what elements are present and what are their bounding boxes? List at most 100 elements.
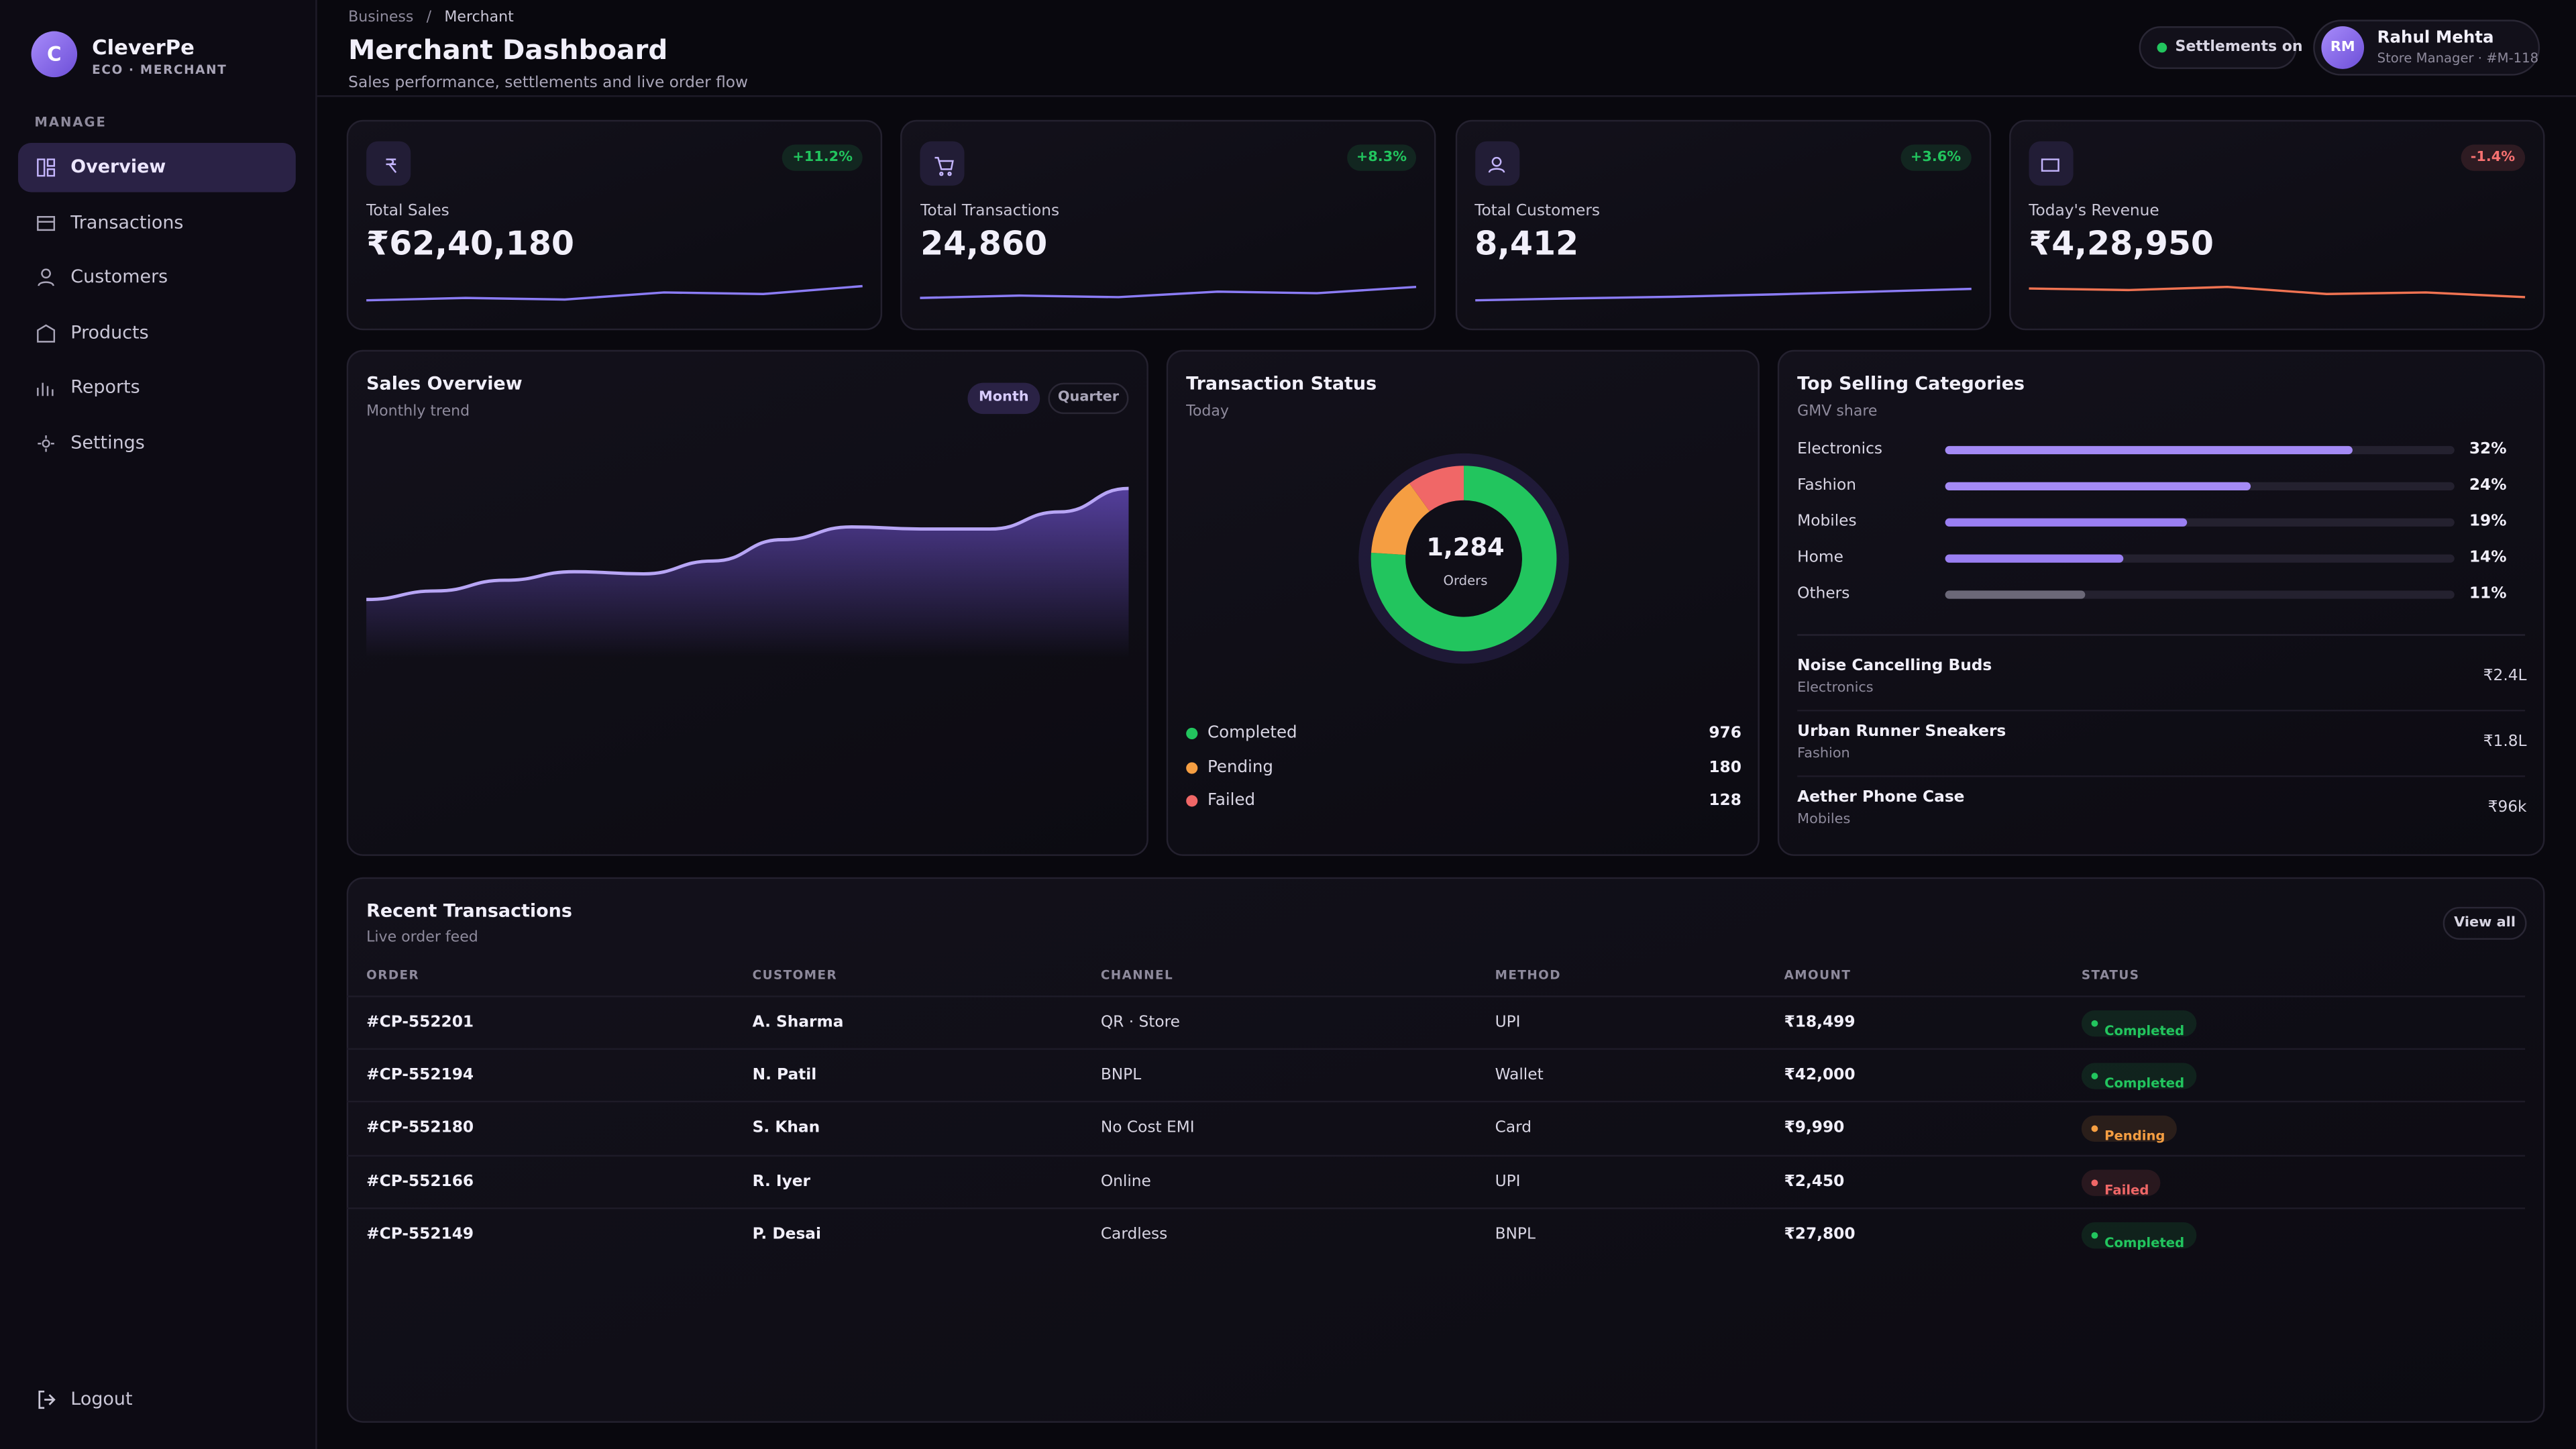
card-subtitle: Today <box>1186 404 1229 421</box>
legend-value: 976 <box>1709 724 1741 743</box>
kpi-card: +11.2% Total Sales ₹62,40,180 <box>346 119 883 331</box>
view-all-button[interactable]: View all <box>2443 906 2527 940</box>
area-fill <box>366 488 1129 657</box>
product-value: ₹96k <box>2487 798 2527 817</box>
icon-shape <box>37 323 56 342</box>
bar <box>1945 482 2251 491</box>
card-subtitle: Monthly trend <box>366 404 470 421</box>
donut-segment <box>1409 466 1464 512</box>
nav-icon <box>37 158 56 177</box>
breadcrumb: Business / Merchant <box>348 10 514 26</box>
sidebar: C CleverPe ECO · MERCHANT MANAGE Overvie… <box>0 0 317 1449</box>
status-badge: Completed <box>2081 1222 2196 1250</box>
cell: #CP-552201 <box>366 1014 474 1032</box>
nav-item[interactable]: Overview <box>17 143 296 193</box>
cell: No Cost EMI <box>1100 1119 1195 1138</box>
page-subtitle: Sales performance, settlements and live … <box>348 74 749 93</box>
legend-dot <box>1186 795 1198 807</box>
legend-dot <box>1186 761 1198 773</box>
settlement-status[interactable]: Settlements on <box>2139 26 2303 69</box>
logo: C <box>31 31 78 78</box>
donut-chart <box>1358 453 1569 664</box>
sparkline <box>920 285 1417 299</box>
user-menu[interactable]: RM Rahul Mehta Store Manager · #M-118 <box>2313 19 2540 76</box>
icon <box>934 156 954 175</box>
row-divider <box>346 1154 2526 1157</box>
categories-card: Top Selling Categories GMV share <box>1777 350 2545 856</box>
legend-label: Pending <box>1208 758 1273 777</box>
product-value: ₹2.4L <box>2483 667 2527 686</box>
nav-item[interactable]: Reports <box>18 363 296 412</box>
icon-shape <box>2041 158 2060 171</box>
legend-value: 128 <box>1709 792 1741 810</box>
donut-segment <box>1371 483 1430 555</box>
icon <box>1489 156 1505 172</box>
sparkline <box>366 284 863 302</box>
bar <box>1945 554 2124 563</box>
column-header: CUSTOMER <box>752 967 838 983</box>
cell: #CP-552194 <box>366 1066 474 1085</box>
donut-segment <box>1371 466 1557 652</box>
cell: N. Patil <box>752 1066 817 1085</box>
cell: R. Iyer <box>752 1172 810 1191</box>
logout-label: Logout <box>70 1388 133 1410</box>
icon-shape <box>1489 156 1505 172</box>
card-title: Transaction Status <box>1186 372 1377 394</box>
kpi-value: ₹4,28,950 <box>2029 223 2214 263</box>
category-bars <box>1945 445 2455 599</box>
logout-icon <box>38 1390 56 1409</box>
nav-label: Reports <box>70 376 140 398</box>
transactions-card: Recent Transactions Live order feed View… <box>346 877 2545 1423</box>
product-category: Electronics <box>1797 680 1874 697</box>
status-text: Completed <box>2104 1076 2185 1091</box>
nav-label: Products <box>70 321 149 343</box>
status-badge: Completed <box>2081 1010 2196 1038</box>
nav-item[interactable]: Settings <box>18 418 296 467</box>
bar-value-label: 32% <box>2469 440 2507 459</box>
logout[interactable]: Logout <box>18 1375 296 1424</box>
kpi-label: Today's Revenue <box>2029 202 2159 221</box>
sparkline-line <box>2029 285 2525 299</box>
toggle-active[interactable]: Month <box>967 382 1040 415</box>
divider <box>1797 775 2526 777</box>
donut-total-label: Orders <box>1443 573 1488 588</box>
toggle[interactable]: Quarter <box>1048 382 1129 415</box>
category-label: Home <box>1797 548 1843 567</box>
page-title: Merchant Dashboard <box>348 34 668 66</box>
status-card: Transaction Status Today 1,284 Orders <box>1166 350 1760 856</box>
cell: Online <box>1100 1172 1151 1191</box>
status-dot <box>2091 1126 2098 1133</box>
status-text: Pending <box>2104 1129 2165 1144</box>
crumb[interactable]: Business <box>348 9 414 27</box>
icon-shape <box>934 156 954 175</box>
cell: S. Khan <box>752 1119 820 1138</box>
kpi-icon <box>2029 141 2074 186</box>
cell: BNPL <box>1495 1225 1536 1244</box>
kpi-value: ₹62,40,180 <box>366 223 574 263</box>
nav-icon <box>38 434 54 451</box>
cell: Card <box>1495 1119 1532 1138</box>
kpi-label: Total Transactions <box>920 202 1060 221</box>
kpi-value: 24,860 <box>920 223 1048 263</box>
kpi-card: +8.3% Total Transactions 24,860 <box>900 119 1437 331</box>
area-line <box>366 486 1129 602</box>
card-subtitle: GMV share <box>1797 404 1878 421</box>
card-subtitle: Live order feed <box>366 930 478 947</box>
row-divider <box>346 1207 2526 1209</box>
nav-item[interactable]: Customers <box>18 253 296 302</box>
header <box>317 0 2576 97</box>
status-dot <box>2091 1020 2098 1027</box>
nav-item[interactable]: Products <box>18 308 296 357</box>
cell: UPI <box>1495 1014 1521 1032</box>
nav-item[interactable]: Transactions <box>18 198 296 247</box>
nav-label: Transactions <box>70 211 184 233</box>
cell: ₹42,000 <box>1784 1066 1856 1085</box>
cell: A. Sharma <box>752 1014 844 1032</box>
sparkline-line <box>366 284 863 302</box>
category-label: Mobiles <box>1797 513 1857 531</box>
icon-shape <box>38 434 54 451</box>
user-role: Store Manager · #M-118 <box>2377 50 2539 66</box>
product-name: Aether Phone Case <box>1797 788 1965 807</box>
status-dot <box>2091 1073 2098 1080</box>
